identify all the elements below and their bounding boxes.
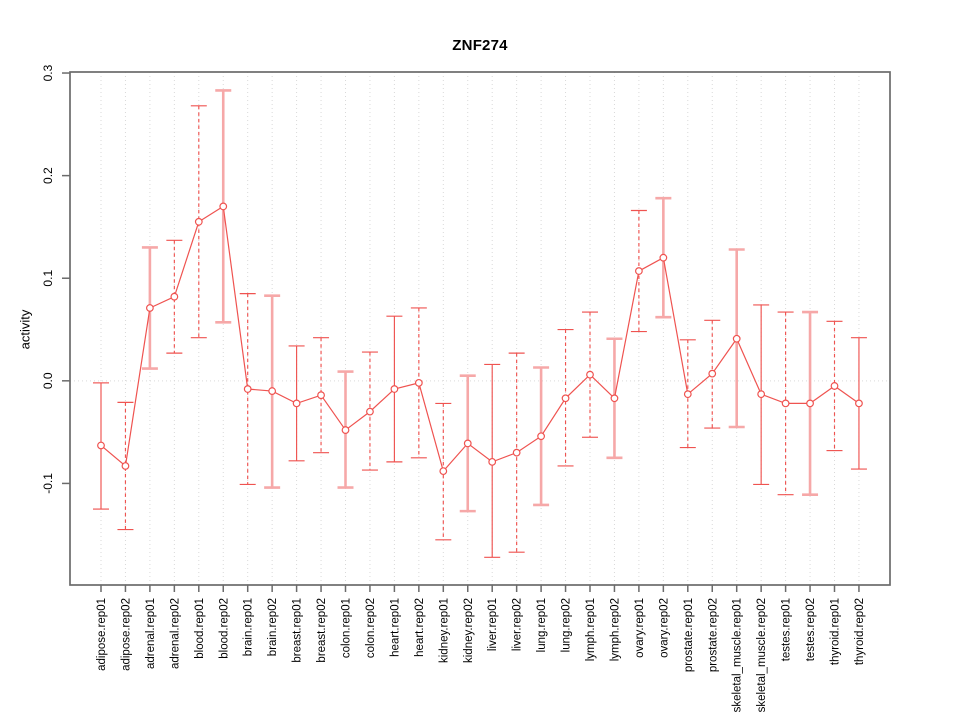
data-point-lymph.rep01 [586, 370, 594, 379]
data-point-kidney.rep01 [439, 467, 448, 476]
data-point-liver.rep01 [488, 457, 497, 466]
x-tick-label: brain.rep02 [267, 598, 279, 656]
x-tick-label: ovary.rep01 [634, 598, 646, 658]
x-tick-label: adipose.rep02 [120, 598, 132, 671]
data-point-kidney.rep02 [463, 439, 472, 448]
data-point-adipose.rep01 [97, 441, 105, 450]
data-point-testes.rep02 [806, 399, 814, 408]
y-tick-label: -0.1 [41, 473, 55, 494]
data-point-blood.rep02 [219, 202, 228, 211]
x-tick-label: skeletal_muscle.rep01 [732, 598, 744, 712]
data-point-colon.rep01 [341, 426, 350, 434]
x-tick-label: brain.rep01 [243, 598, 255, 656]
x-tick-label: testes.rep02 [805, 598, 817, 661]
x-tick-label: skeletal_muscle.rep02 [756, 598, 768, 712]
x-tick-label: kidney.rep02 [463, 598, 475, 663]
data-point-breast.rep02 [317, 391, 325, 400]
data-point-brain.rep01 [243, 385, 252, 393]
x-tick-label: heart.rep01 [389, 598, 401, 657]
x-tick-label: prostate.rep01 [683, 598, 695, 672]
x-tick-label: heart.rep02 [414, 598, 426, 657]
data-point-thyroid.rep02 [855, 399, 863, 408]
data-point-lung.rep01 [537, 432, 545, 441]
x-tick-label: blood.rep01 [194, 598, 206, 659]
data-point-prostate.rep01 [683, 390, 692, 399]
y-tick-label: 0.2 [41, 167, 55, 184]
data-point-colon.rep02 [366, 407, 374, 416]
data-point-skeletal_muscle.rep01 [732, 334, 741, 343]
data-point-ovary.rep02 [659, 253, 668, 262]
data-point-adrenal.rep01 [145, 304, 154, 312]
x-tick-label: colon.rep02 [365, 598, 377, 658]
x-tick-label: kidney.rep01 [438, 598, 450, 663]
x-tick-label: testes.rep01 [781, 598, 793, 661]
data-point-brain.rep02 [268, 387, 277, 395]
x-tick-label: colon.rep01 [341, 598, 353, 658]
data-point-heart.rep02 [414, 378, 423, 387]
x-tick-label: lung.rep01 [536, 598, 548, 652]
data-point-lung.rep02 [561, 394, 570, 403]
y-tick-label: 0.0 [41, 372, 55, 389]
x-tick-label: breast.rep01 [292, 598, 304, 663]
data-point-ovary.rep01 [635, 267, 643, 275]
data-point-thyroid.rep01 [830, 382, 839, 390]
data-point-lymph.rep02 [610, 394, 619, 403]
x-tick-label: thyroid.rep02 [854, 598, 866, 665]
data-point-adipose.rep02 [121, 462, 130, 470]
x-tick-label: lung.rep02 [561, 598, 573, 652]
x-tick-label: thyroid.rep01 [830, 598, 842, 665]
data-point-heart.rep01 [390, 385, 399, 393]
data-point-adrenal.rep02 [170, 292, 179, 301]
activity-line [100, 205, 860, 473]
y-tick-label: 0.1 [41, 270, 55, 287]
plot-frame [69, 71, 891, 586]
data-point-breast.rep01 [292, 399, 301, 408]
x-tick-label: prostate.rep02 [707, 598, 719, 672]
x-tick-label: ovary.rep02 [658, 598, 670, 658]
x-tick-label: blood.rep02 [218, 598, 230, 659]
x-tick-label: liver.rep01 [487, 598, 499, 651]
x-tick-label: adrenal.rep02 [169, 598, 181, 669]
x-tick-label: breast.rep02 [316, 598, 328, 663]
data-point-liver.rep02 [512, 448, 521, 457]
x-tick-label: lymph.rep01 [585, 598, 597, 661]
x-tick-label: liver.rep02 [512, 598, 524, 651]
x-tick-label: lymph.rep02 [609, 598, 621, 661]
x-tick-label: adipose.rep01 [96, 598, 108, 671]
data-point-skeletal_muscle.rep02 [757, 390, 766, 399]
data-point-blood.rep01 [194, 217, 203, 226]
data-point-prostate.rep02 [708, 369, 717, 378]
data-point-testes.rep01 [781, 399, 790, 408]
x-tick-label: adrenal.rep01 [145, 598, 157, 669]
chart-title: ZNF274 [452, 37, 508, 54]
y-tick-label: 0.3 [41, 64, 55, 81]
